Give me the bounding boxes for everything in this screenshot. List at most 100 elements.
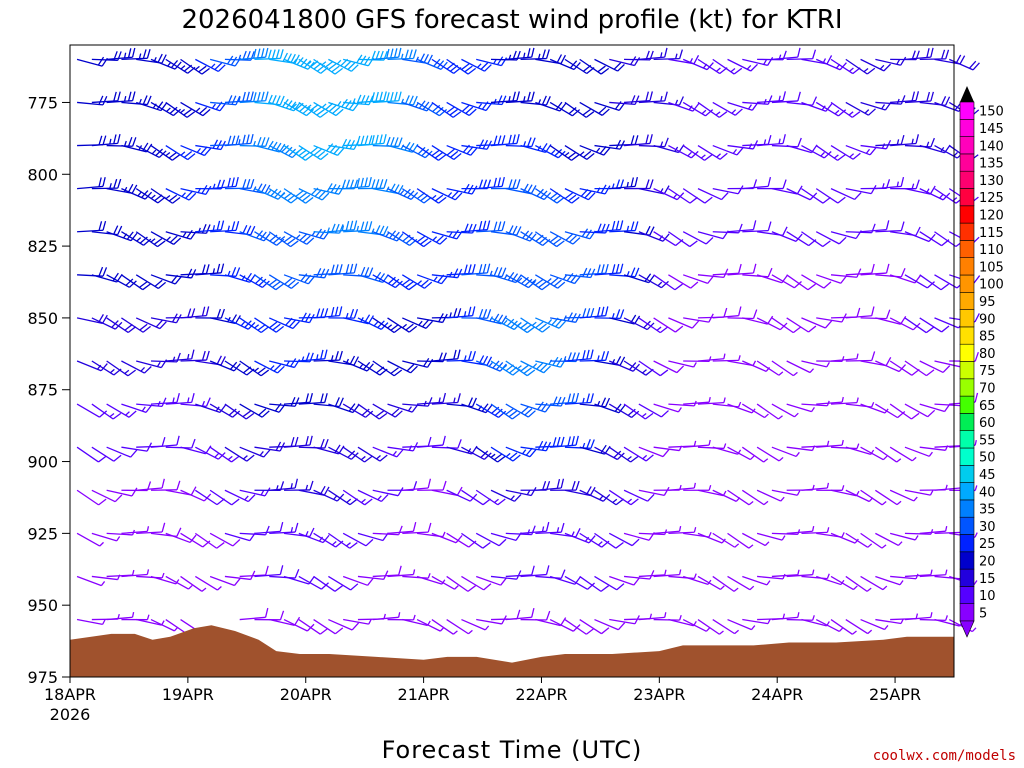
wind-barb xyxy=(476,575,508,586)
wind-barb xyxy=(845,185,877,195)
colorbar-swatch xyxy=(959,516,975,535)
wind-barb xyxy=(402,522,432,535)
wind-barb xyxy=(757,179,787,190)
x-tick-label: 25APR xyxy=(869,685,921,704)
wind-barb xyxy=(594,220,624,233)
colorbar-label: 100 xyxy=(979,278,1004,293)
wind-barb xyxy=(815,145,846,161)
wind-barb xyxy=(830,619,857,635)
wind-barb xyxy=(313,619,344,635)
wind-barb xyxy=(682,274,715,285)
wind-barb xyxy=(313,575,343,592)
credit-text: coolwx.com/models xyxy=(873,748,1016,764)
wind-barb xyxy=(786,49,817,61)
wind-barb xyxy=(594,532,624,549)
wind-barb xyxy=(742,95,773,105)
wind-barb xyxy=(194,575,222,591)
wind-barb xyxy=(165,575,193,590)
wind-barb xyxy=(579,575,610,592)
wind-barb xyxy=(727,360,757,367)
wind-barb xyxy=(564,144,595,160)
colorbar-label: 110 xyxy=(979,243,1004,258)
wind-barb xyxy=(875,489,902,506)
wind-barb xyxy=(756,317,788,331)
wind-barb xyxy=(904,137,935,148)
wind-barb xyxy=(757,134,786,147)
wind-barb xyxy=(683,396,711,405)
wind-barb xyxy=(342,575,375,586)
wind-barb xyxy=(875,56,907,66)
wind-barb xyxy=(638,91,668,104)
wind-barb xyxy=(461,220,491,233)
wind-barb xyxy=(313,264,343,276)
wind-barb xyxy=(609,575,641,586)
wind-barb xyxy=(505,403,536,418)
wind-barb xyxy=(165,486,197,496)
wind-barb xyxy=(712,618,739,635)
wind-barb xyxy=(150,231,182,245)
y-tick-label: 925 xyxy=(27,524,58,543)
wind-barb xyxy=(934,274,965,289)
wind-barb xyxy=(564,349,594,362)
wind-barb xyxy=(638,446,670,458)
wind-barb xyxy=(712,575,739,592)
colorbar-swatch xyxy=(959,361,975,380)
wind-barb xyxy=(608,489,639,506)
wind-barb xyxy=(771,91,801,104)
wind-barb xyxy=(135,144,167,159)
wind-barb xyxy=(889,532,919,541)
wind-barb xyxy=(801,101,833,112)
wind-barb xyxy=(623,570,655,580)
colorbar-label: 145 xyxy=(979,122,1004,137)
wind-barb xyxy=(342,403,374,418)
wind-barb xyxy=(786,569,815,578)
wind-barb xyxy=(372,612,401,621)
wind-barb xyxy=(283,231,315,245)
wind-barb xyxy=(712,185,744,195)
wind-barb xyxy=(136,572,165,579)
colorbar-swatch xyxy=(959,343,975,362)
wind-barb xyxy=(106,612,135,621)
wind-barb xyxy=(416,145,447,161)
wind-barb xyxy=(136,522,166,535)
wind-barb xyxy=(224,446,255,462)
wind-barb xyxy=(623,317,655,331)
wind-barb xyxy=(771,529,801,535)
wind-barb xyxy=(786,525,815,535)
wind-barb xyxy=(668,144,699,159)
wind-barb xyxy=(668,188,698,204)
wind-barb xyxy=(372,525,403,536)
wind-barb xyxy=(150,188,181,204)
y-axis: 775 800 825 850 875 900 925 950 975 xyxy=(27,93,70,687)
wind-barb xyxy=(195,263,225,276)
wind-barb xyxy=(490,179,521,190)
wind-barb xyxy=(860,220,890,233)
colorbar-label: 50 xyxy=(979,451,996,466)
wind-barb xyxy=(653,403,682,413)
wind-barb xyxy=(742,267,773,278)
wind-barb xyxy=(298,532,330,544)
wind-barb xyxy=(549,231,581,245)
wind-barb xyxy=(520,401,552,413)
wind-barb xyxy=(106,231,138,242)
wind-barb xyxy=(136,397,167,408)
wind-barb xyxy=(431,188,463,201)
wind-barb xyxy=(653,188,685,201)
wind-barb xyxy=(490,446,521,462)
wind-barb xyxy=(505,486,537,497)
wind-barb xyxy=(875,403,906,419)
wind-barb xyxy=(328,220,358,233)
plot-frame xyxy=(69,44,955,678)
wind-barb xyxy=(210,221,240,233)
wind-barb xyxy=(461,489,491,506)
wind-barb xyxy=(697,575,725,590)
wind-barb xyxy=(550,480,580,491)
colorbar-swatch xyxy=(959,101,975,120)
wind-barb xyxy=(860,489,887,506)
wind-barb xyxy=(594,263,624,276)
wind-barb xyxy=(461,532,491,549)
colorbar-swatch xyxy=(959,257,975,276)
colorbar-swatch xyxy=(959,205,975,224)
colorbar-swatch xyxy=(959,430,975,449)
wind-barb xyxy=(697,397,726,405)
